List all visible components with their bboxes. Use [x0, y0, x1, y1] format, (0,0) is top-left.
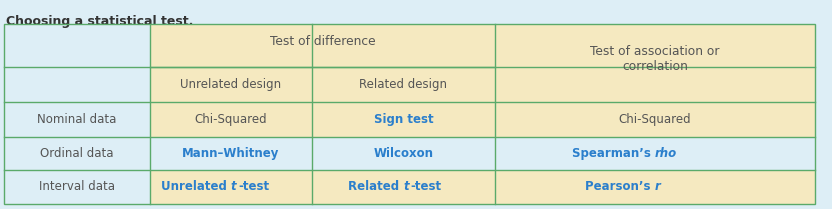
Bar: [4, 102, 150, 137]
Text: Spearman’s: Spearman’s: [572, 147, 655, 160]
Text: Sign test: Sign test: [374, 113, 433, 126]
Text: Choosing a statistical test.: Choosing a statistical test.: [6, 15, 193, 28]
Text: Ordinal data: Ordinal data: [40, 147, 114, 160]
Text: Nominal data: Nominal data: [37, 113, 116, 126]
Text: Related: Related: [349, 181, 404, 194]
Text: Test of association or
correlation: Test of association or correlation: [590, 45, 720, 73]
Text: t: t: [404, 181, 409, 194]
Bar: [150, 67, 815, 102]
Text: Unrelated: Unrelated: [161, 181, 231, 194]
Text: -test: -test: [238, 181, 270, 194]
Bar: [150, 137, 815, 170]
Bar: [4, 170, 150, 204]
Bar: [4, 24, 815, 204]
Text: Pearson’s: Pearson’s: [586, 181, 655, 194]
Bar: [150, 102, 815, 137]
Text: Chi-Squared: Chi-Squared: [195, 113, 267, 126]
Text: -test: -test: [411, 181, 442, 194]
Bar: [4, 137, 150, 170]
Text: Wilcoxon: Wilcoxon: [374, 147, 433, 160]
Text: Interval data: Interval data: [39, 181, 115, 194]
Text: Chi-Squared: Chi-Squared: [619, 113, 691, 126]
Text: r: r: [655, 181, 661, 194]
Bar: [150, 170, 815, 204]
Text: Related design: Related design: [359, 78, 448, 91]
Text: Test of difference: Test of difference: [270, 35, 375, 48]
Text: t: t: [231, 181, 236, 194]
Text: rho: rho: [655, 147, 677, 160]
Bar: [150, 24, 815, 67]
Text: Mann–Whitney: Mann–Whitney: [182, 147, 280, 160]
Text: Unrelated design: Unrelated design: [181, 78, 281, 91]
